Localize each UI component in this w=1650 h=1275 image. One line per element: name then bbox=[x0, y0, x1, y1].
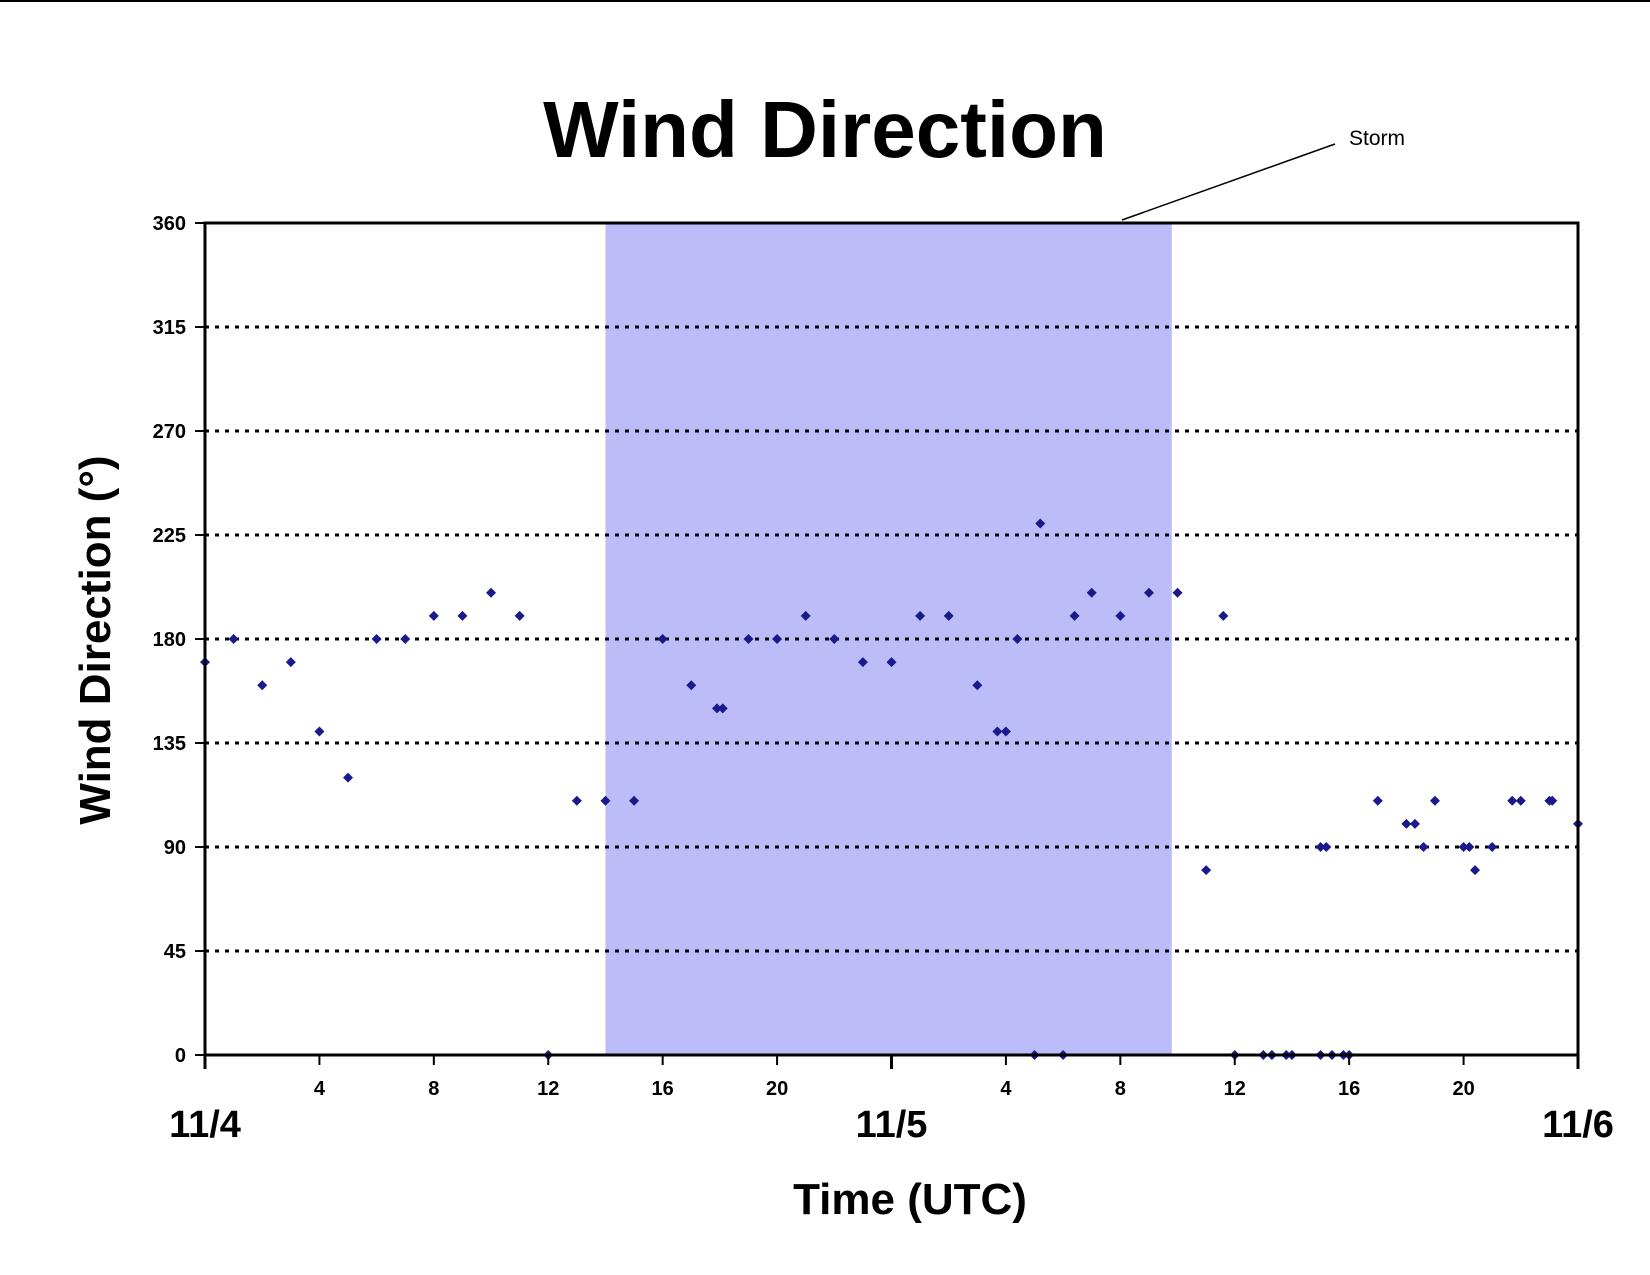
data-point bbox=[314, 726, 325, 737]
data-point bbox=[1418, 842, 1429, 852]
data-point bbox=[743, 634, 754, 644]
data-point bbox=[1515, 795, 1526, 806]
x-tick-label: 16 bbox=[652, 1078, 674, 1100]
data-point bbox=[686, 680, 697, 691]
x-tick-label: 8 bbox=[1115, 1078, 1126, 1100]
data-point bbox=[829, 634, 840, 644]
data-point bbox=[800, 610, 811, 621]
data-point bbox=[600, 795, 611, 806]
data-point bbox=[1218, 610, 1229, 621]
data-point bbox=[228, 634, 239, 644]
y-tick-label: 135 bbox=[153, 733, 186, 755]
y-tick-label: 0 bbox=[175, 1045, 186, 1067]
data-point bbox=[486, 587, 497, 598]
storm-leader-line bbox=[1121, 143, 1336, 221]
data-point bbox=[1172, 587, 1183, 598]
x-date-label: 11/4 bbox=[169, 1104, 241, 1146]
data-point bbox=[400, 634, 411, 644]
data-point bbox=[886, 657, 897, 668]
storm-label: Storm bbox=[1349, 127, 1405, 150]
data-point bbox=[514, 610, 525, 621]
data-point bbox=[1315, 842, 1326, 852]
data-point bbox=[717, 703, 728, 714]
x-tick-label: 12 bbox=[1224, 1078, 1246, 1100]
data-point bbox=[1429, 795, 1440, 806]
data-point bbox=[629, 795, 640, 806]
data-point bbox=[457, 610, 468, 621]
data-point bbox=[428, 610, 439, 621]
data-point bbox=[371, 634, 382, 644]
x-tick-label: 4 bbox=[314, 1078, 326, 1100]
x-tick-label: 20 bbox=[766, 1078, 788, 1100]
data-point bbox=[1372, 795, 1383, 806]
data-point bbox=[712, 703, 723, 714]
storm-annotation-group: Storm bbox=[605, 127, 1405, 1055]
y-tick-label: 180 bbox=[153, 629, 186, 651]
data-point bbox=[1012, 634, 1023, 644]
data-point bbox=[1458, 842, 1469, 852]
top-border-rule bbox=[0, 0, 1650, 2]
x-axis: 4 8 12 16 20 4 8 12 16 20 11/4 11/5 11/6 bbox=[169, 1055, 1614, 1146]
data-point bbox=[1401, 818, 1412, 829]
data-point bbox=[972, 680, 983, 691]
x-date-label: 11/6 bbox=[1542, 1104, 1614, 1146]
y-tick-label: 225 bbox=[153, 525, 186, 547]
data-point bbox=[1507, 795, 1518, 806]
data-point bbox=[1035, 518, 1046, 529]
data-point bbox=[772, 634, 783, 644]
data-point bbox=[992, 726, 1003, 737]
y-axis-title: Wind Direction (°) bbox=[71, 455, 120, 824]
y-axis: 0 45 90 135 180 225 270 315 360 bbox=[153, 213, 205, 1067]
data-point bbox=[943, 610, 954, 621]
data-point bbox=[343, 772, 354, 783]
data-point bbox=[285, 657, 296, 668]
y-tick-label: 45 bbox=[164, 941, 186, 963]
x-axis-title: Time (UTC) bbox=[793, 1175, 1027, 1224]
data-point bbox=[1086, 587, 1097, 598]
data-point bbox=[1143, 587, 1154, 598]
y-tick-label: 315 bbox=[153, 317, 186, 339]
data-point bbox=[1000, 726, 1011, 737]
data-point bbox=[1321, 842, 1332, 852]
data-point bbox=[571, 795, 582, 806]
data-point bbox=[1069, 610, 1080, 621]
data-point bbox=[1487, 842, 1498, 852]
y-tick-label: 270 bbox=[153, 421, 186, 443]
data-point bbox=[1201, 865, 1212, 876]
x-tick-label: 20 bbox=[1452, 1078, 1474, 1100]
data-point bbox=[657, 634, 668, 644]
data-point bbox=[257, 680, 268, 691]
data-point bbox=[1547, 795, 1558, 806]
data-point bbox=[1464, 842, 1475, 852]
y-tick-label: 360 bbox=[153, 213, 186, 235]
data-point bbox=[915, 610, 926, 621]
x-date-label: 11/5 bbox=[856, 1104, 928, 1146]
y-tick-label: 90 bbox=[164, 837, 186, 859]
data-point bbox=[1470, 865, 1481, 876]
x-tick-label: 4 bbox=[1000, 1078, 1012, 1100]
data-point bbox=[1409, 818, 1420, 829]
data-point bbox=[857, 657, 868, 668]
data-point bbox=[1115, 610, 1126, 621]
x-tick-label: 16 bbox=[1338, 1078, 1360, 1100]
x-tick-label: 8 bbox=[428, 1078, 439, 1100]
x-tick-label: 12 bbox=[537, 1078, 559, 1100]
chart-title: Wind Direction bbox=[543, 85, 1107, 174]
